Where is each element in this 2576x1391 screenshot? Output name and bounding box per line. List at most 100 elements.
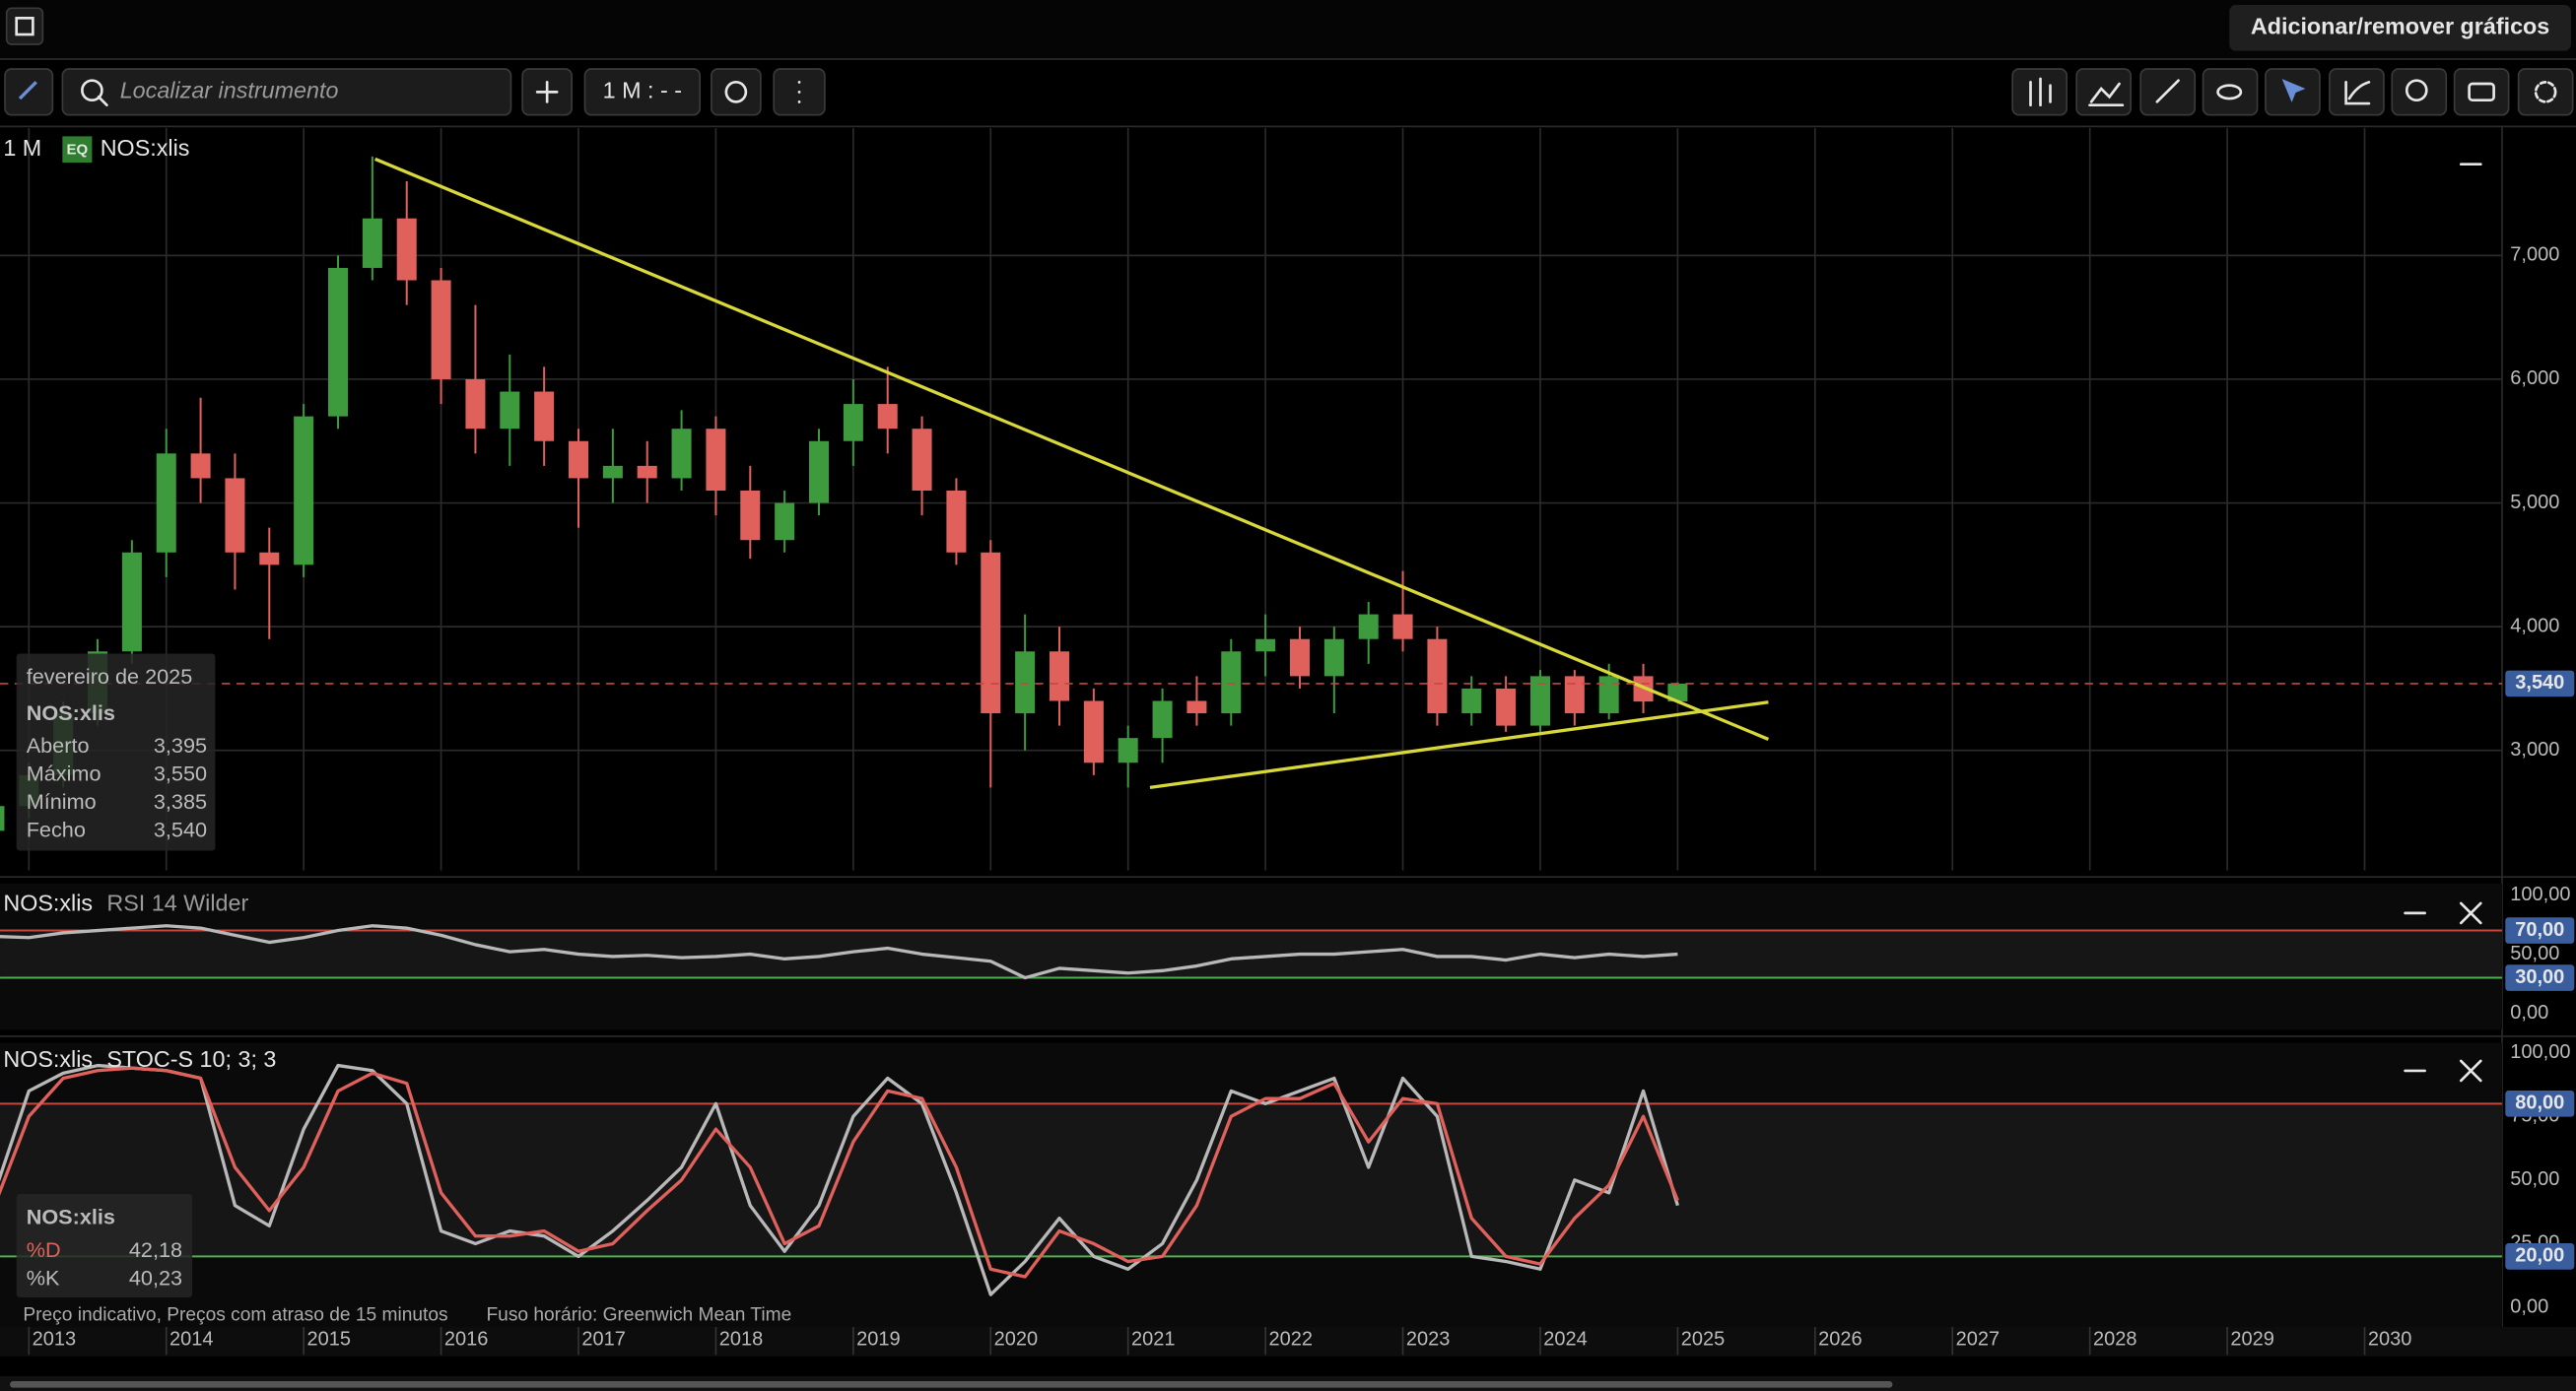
tool-button[interactable]	[2329, 68, 2385, 116]
candle-body	[843, 404, 863, 441]
tool-icon	[2344, 81, 2371, 105]
x-tick-label: 2015	[306, 1329, 351, 1351]
x-tick-label: 2021	[1131, 1329, 1176, 1351]
candle-body	[775, 502, 795, 541]
footer-note: Preço indicativo, Preços com atraso de 1…	[23, 1304, 447, 1325]
y-tick-label: 3,000	[2510, 739, 2559, 761]
refresh-icon	[724, 81, 748, 103]
info-value: 3,550	[154, 762, 207, 786]
tool-icon	[2216, 84, 2243, 100]
link-button[interactable]	[4, 68, 54, 116]
info-label: %K	[27, 1265, 60, 1290]
tool-button[interactable]	[2202, 68, 2259, 116]
level-tag	[2505, 1243, 2575, 1270]
panel-indicator: RSI 14 Wilder	[106, 891, 248, 916]
info-label: Aberto	[27, 733, 90, 758]
info-label: Máximo	[27, 762, 102, 786]
price-tag-label: 3,540	[2515, 672, 2564, 694]
tool-button[interactable]	[2391, 68, 2448, 116]
x-tick-label: 2017	[581, 1329, 626, 1351]
tool-icon	[2405, 79, 2428, 102]
expand-button[interactable]	[5, 7, 44, 45]
top-bar	[0, 0, 2576, 60]
y-tick-label: 50,00	[2510, 943, 2559, 964]
add-remove-button[interactable]	[2229, 5, 2571, 51]
search-placeholder: Localizar instrumento	[120, 78, 339, 103]
candle-body	[1083, 700, 1104, 763]
candle-body	[740, 490, 761, 541]
info-box	[16, 1193, 193, 1297]
y-tick-label: 5,000	[2510, 492, 2559, 513]
candle-body	[877, 404, 898, 430]
x-tick-label: 2030	[2368, 1329, 2412, 1351]
close-button[interactable]	[2459, 901, 2482, 925]
candle-body	[637, 465, 657, 479]
candle-body	[1118, 738, 1138, 763]
x-tick-label: 2019	[856, 1329, 901, 1351]
close-button[interactable]	[2459, 1059, 2482, 1083]
tool-icon	[2029, 77, 2052, 107]
indicator-line	[0, 1066, 1679, 1279]
trend-line	[374, 157, 1770, 741]
candle-body	[1358, 614, 1379, 639]
candle-body	[1015, 651, 1036, 714]
search-box[interactable]	[61, 68, 512, 116]
x-tick-label: 2018	[719, 1329, 764, 1351]
candle-body	[1461, 688, 1482, 714]
tool-icon	[2088, 82, 2125, 107]
x-tick-label: 2028	[2093, 1329, 2137, 1351]
candle-body	[1564, 676, 1585, 714]
scrollbar-thumb[interactable]	[10, 1380, 1893, 1388]
x-axis-bar	[0, 1326, 2576, 1357]
candle-body	[225, 478, 245, 553]
info-value: 3,395	[154, 733, 207, 758]
tool-button[interactable]	[2517, 68, 2574, 116]
interval-button[interactable]	[583, 68, 702, 116]
level-tag	[2505, 1091, 2575, 1117]
candle-body	[912, 429, 932, 491]
candle-body	[465, 378, 486, 430]
tool-buttons	[2011, 68, 2574, 116]
x-tick-label: 2027	[1956, 1329, 2000, 1351]
level-tag-label: 20,00	[2515, 1245, 2564, 1267]
candle-body	[671, 429, 692, 479]
interval: 1 M	[3, 135, 41, 161]
search-icon	[97, 96, 108, 107]
candle-body	[0, 806, 5, 831]
candle-body	[808, 440, 830, 503]
level-band	[0, 930, 2502, 978]
candle-body	[1255, 638, 1276, 652]
x-tick-label: 2029	[2230, 1329, 2274, 1351]
y-tick-label: 50,00	[2510, 1168, 2559, 1190]
info-rows: %D 42,18 %K 40,23	[27, 1237, 182, 1290]
search-icon	[81, 79, 103, 102]
tool-icon	[2281, 79, 2306, 102]
x-tick-label: 2022	[1268, 1329, 1313, 1351]
badge-label: EQ	[67, 142, 89, 159]
tool-icon	[2534, 81, 2557, 103]
level-tag	[2505, 964, 2575, 991]
tool-button[interactable]	[2453, 68, 2510, 116]
y-tick-label: 6,000	[2510, 367, 2559, 389]
level-tag-label: 30,00	[2515, 966, 2564, 988]
expand-icon	[15, 17, 34, 36]
panel-instrument: NOS:xlis	[3, 891, 93, 916]
indicator-line	[0, 924, 1678, 980]
plus-icon	[535, 81, 559, 103]
candle-body	[1598, 676, 1619, 714]
x-tick-label: 2020	[994, 1329, 1039, 1351]
candle-body	[190, 453, 211, 479]
plot-layer: 3,000 4,000 5,000 6,000 7,000 2013 2014 2015 201…	[0, 128, 2575, 1356]
level-tag-label: 70,00	[2515, 919, 2564, 941]
refresh-button[interactable]	[711, 68, 762, 116]
x-tick-label: 2024	[1543, 1329, 1588, 1351]
tool-icon	[2468, 82, 2495, 102]
candle-body	[981, 552, 1001, 714]
instrument: NOS:xlis	[101, 135, 190, 161]
candle-body	[431, 280, 451, 379]
link-icon	[18, 81, 37, 100]
candle-body	[328, 267, 349, 417]
info-label: Mínimo	[27, 789, 97, 814]
info-label: Fecho	[27, 817, 86, 841]
